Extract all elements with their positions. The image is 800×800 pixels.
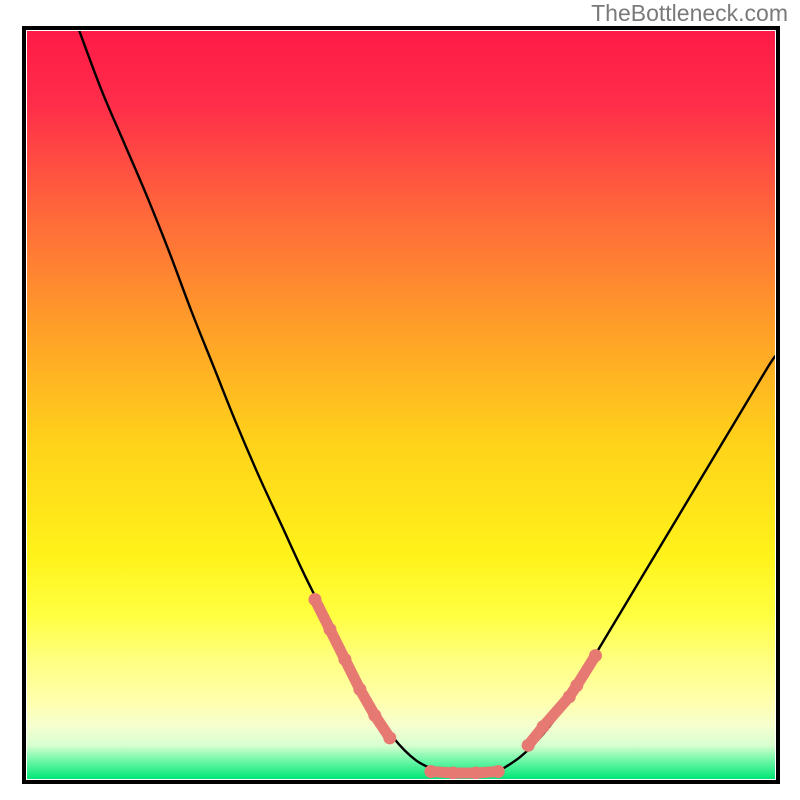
watermark-text: TheBottleneck.com — [591, 0, 788, 27]
plot-svg — [27, 31, 775, 779]
marker-dot — [383, 731, 396, 744]
plot-area — [27, 31, 775, 779]
marker-dot — [589, 649, 602, 662]
chart-container: TheBottleneck.com — [0, 0, 800, 800]
marker-dot — [492, 765, 505, 778]
gradient-background — [27, 31, 775, 779]
